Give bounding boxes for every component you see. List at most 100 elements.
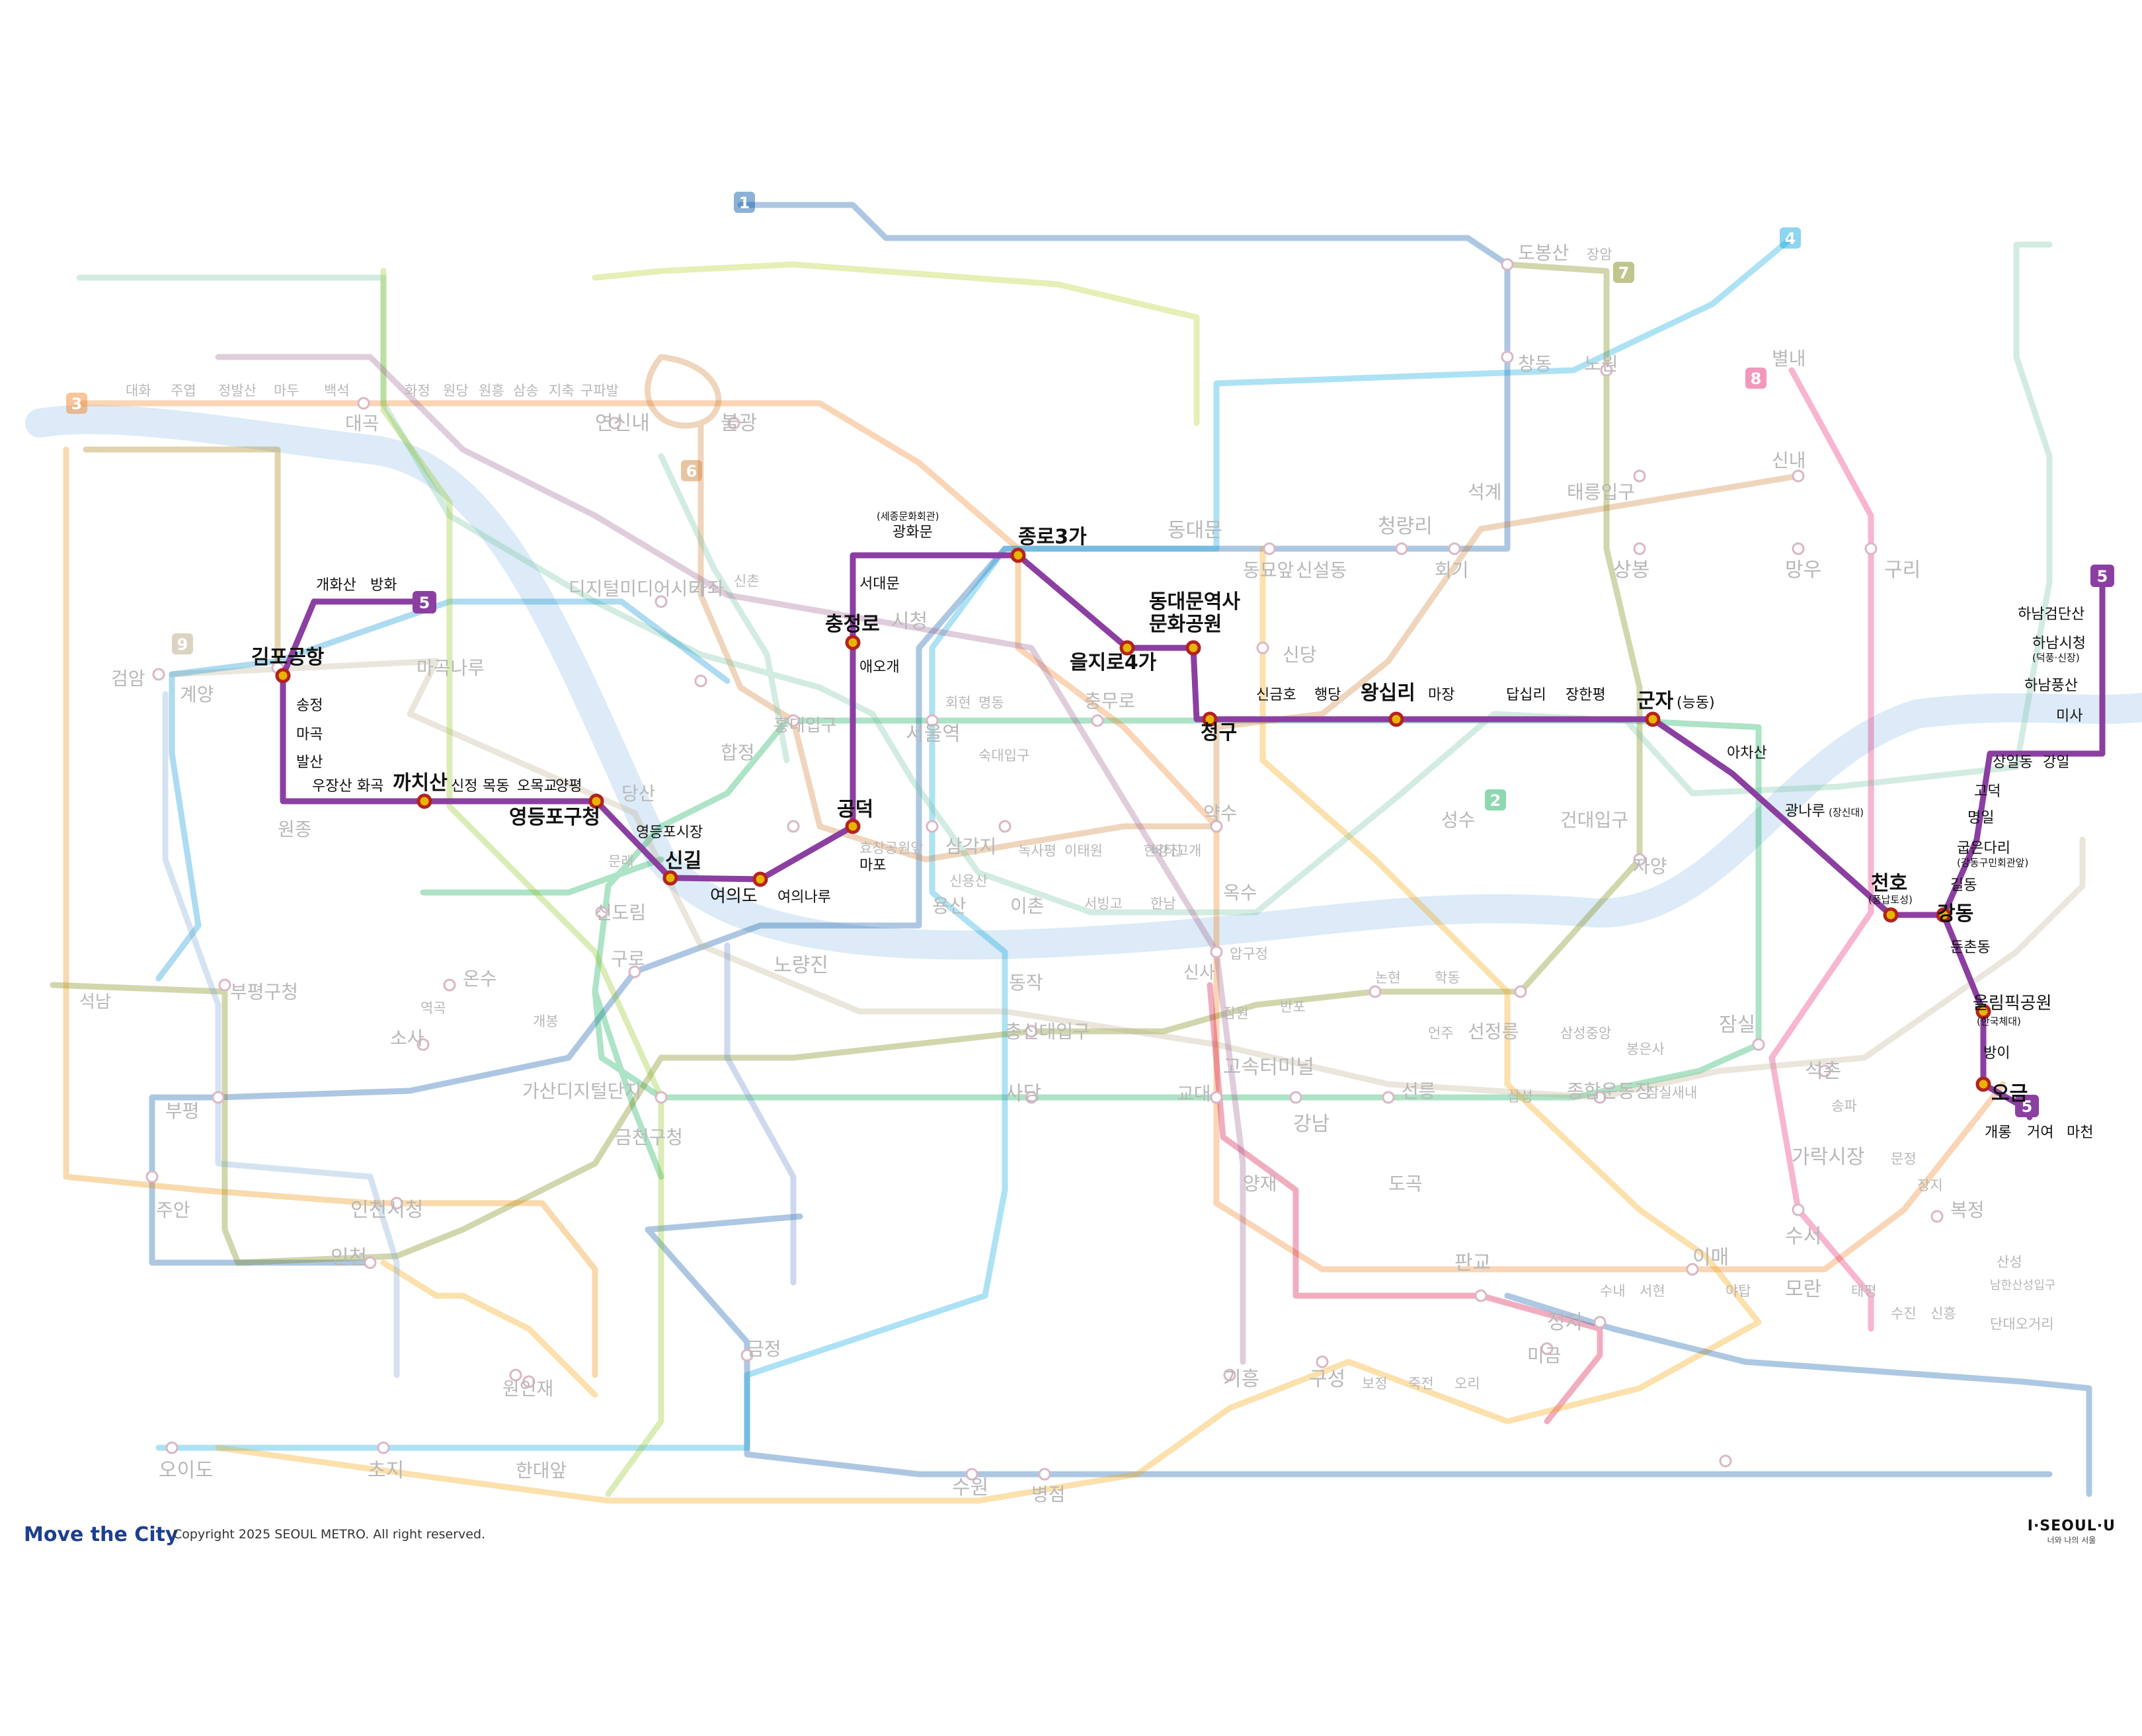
station-dot[interactable] (357, 397, 370, 410)
station-dot[interactable] (1686, 1263, 1699, 1276)
station-dot[interactable] (165, 1441, 178, 1454)
station-dot[interactable] (654, 595, 668, 608)
station-dot[interactable] (1818, 1064, 1831, 1078)
station-olympic-park[interactable] (1975, 1004, 1991, 1019)
station-dot[interactable] (1792, 469, 1805, 483)
station-cheonggu[interactable] (1202, 711, 1218, 727)
station-dot[interactable] (1025, 1091, 1038, 1104)
station-dot[interactable] (218, 978, 231, 992)
station-dot[interactable] (1593, 1091, 1606, 1104)
station-dot[interactable] (1223, 1368, 1236, 1382)
station-kkachisan[interactable] (416, 793, 432, 809)
station-dot[interactable] (1316, 1355, 1329, 1368)
station-dot[interactable] (1514, 985, 1527, 998)
line-6-badge[interactable] (681, 460, 702, 481)
line-badges: 1 3 4 6 7 8 9 2 (66, 192, 1801, 810)
station-dot[interactable] (628, 965, 641, 978)
station-dot[interactable] (1501, 258, 1514, 271)
station-dot[interactable] (740, 1349, 754, 1362)
station-dot[interactable] (1633, 853, 1646, 866)
station-dot[interactable] (694, 674, 707, 688)
station-dot[interactable] (595, 906, 608, 919)
station-dot[interactable] (1256, 641, 1269, 654)
station-dot[interactable] (1633, 542, 1646, 555)
line-5-badges: 5 5 5 (413, 565, 2114, 1117)
station-label: 마두 (274, 383, 299, 399)
station-dot[interactable] (998, 820, 1012, 833)
station-gongdeok[interactable] (845, 818, 861, 834)
station-label: 지축 (549, 383, 575, 399)
station-dot[interactable] (926, 820, 939, 833)
station-dot[interactable] (152, 668, 165, 681)
station-dot[interactable] (1752, 1038, 1765, 1051)
station-dot[interactable] (1038, 1468, 1051, 1481)
incheon2-path (63, 446, 598, 1378)
station-dot[interactable] (443, 978, 456, 992)
station-yeouido[interactable] (752, 871, 768, 887)
incheon1-path (162, 691, 400, 1378)
station-dot[interactable] (1395, 542, 1408, 555)
line-4-badge[interactable] (1780, 227, 1801, 249)
station-gangdong[interactable] (1936, 907, 1952, 923)
station-dot[interactable] (926, 714, 939, 727)
line-3-badge[interactable] (66, 393, 87, 414)
station-euljiro4ga[interactable] (1119, 640, 1135, 656)
station-yeongdeungpo-gu-office[interactable] (588, 793, 604, 809)
station-singil[interactable] (662, 870, 678, 886)
station-chungjeongno[interactable] (845, 635, 861, 651)
station-dot[interactable] (1025, 1025, 1038, 1038)
station-dot[interactable] (145, 1170, 159, 1183)
station-gimpo-airport[interactable] (275, 668, 291, 684)
line-5-badge-east-label: 5 (2097, 567, 2108, 586)
station-dot[interactable] (1448, 542, 1461, 555)
station-dot[interactable] (1600, 364, 1613, 377)
line-5-badge-south[interactable] (2015, 1095, 2039, 1117)
station-dot[interactable] (1210, 820, 1223, 833)
station-dot[interactable] (1091, 714, 1104, 727)
station-dot[interactable] (364, 1256, 377, 1269)
station-gunja[interactable] (1645, 711, 1661, 727)
line-2-badge[interactable] (1485, 789, 1506, 810)
station-dot[interactable] (1289, 1091, 1302, 1104)
station-dot[interactable] (1930, 1210, 1944, 1223)
station-dot[interactable] (965, 1468, 978, 1481)
station-dot[interactable] (416, 1038, 430, 1051)
station-dot[interactable] (509, 1368, 522, 1382)
station-dot[interactable] (608, 416, 621, 430)
line-5-badge-east[interactable] (2090, 565, 2114, 587)
station-label: 원종 (278, 818, 312, 840)
station-label: 종합운동장 (1567, 1080, 1652, 1102)
station-dot[interactable] (1792, 1203, 1805, 1216)
station-dot[interactable] (377, 1441, 390, 1454)
station-dot[interactable] (1719, 1454, 1732, 1468)
station-dot[interactable] (1501, 350, 1514, 364)
line-5-badge-west[interactable] (413, 591, 436, 613)
station-ogeum[interactable] (1975, 1076, 1991, 1092)
station-dot[interactable] (1633, 469, 1646, 483)
station-dot[interactable] (1864, 542, 1878, 555)
station-cheonho[interactable] (1883, 907, 1899, 923)
station-dot[interactable] (1540, 1342, 1554, 1355)
line-8-badge[interactable] (1745, 368, 1766, 389)
station-dot[interactable] (787, 820, 800, 833)
station-dot[interactable] (1263, 542, 1276, 555)
station-dot[interactable] (1792, 542, 1805, 555)
station-dot[interactable] (522, 1375, 536, 1388)
station-dot[interactable] (1593, 1316, 1606, 1329)
station-dot[interactable] (1368, 985, 1382, 998)
line-1-badge[interactable] (734, 192, 755, 213)
line-7-badge[interactable] (1613, 262, 1634, 283)
station-dot[interactable] (1474, 1289, 1488, 1302)
station-dot[interactable] (212, 1091, 225, 1104)
station-dot[interactable] (1210, 1091, 1223, 1104)
station-dot[interactable] (727, 416, 740, 430)
station-jongno3ga[interactable] (1010, 547, 1026, 563)
station-wangsimni[interactable] (1388, 711, 1404, 727)
station-dot[interactable] (1210, 945, 1223, 959)
station-dot[interactable] (390, 1197, 403, 1210)
station-dot[interactable] (1382, 1091, 1395, 1104)
station-ddp[interactable] (1185, 640, 1201, 656)
station-dot[interactable] (654, 1091, 668, 1104)
line-9-badge[interactable] (172, 633, 193, 654)
station-dot[interactable] (787, 714, 800, 727)
